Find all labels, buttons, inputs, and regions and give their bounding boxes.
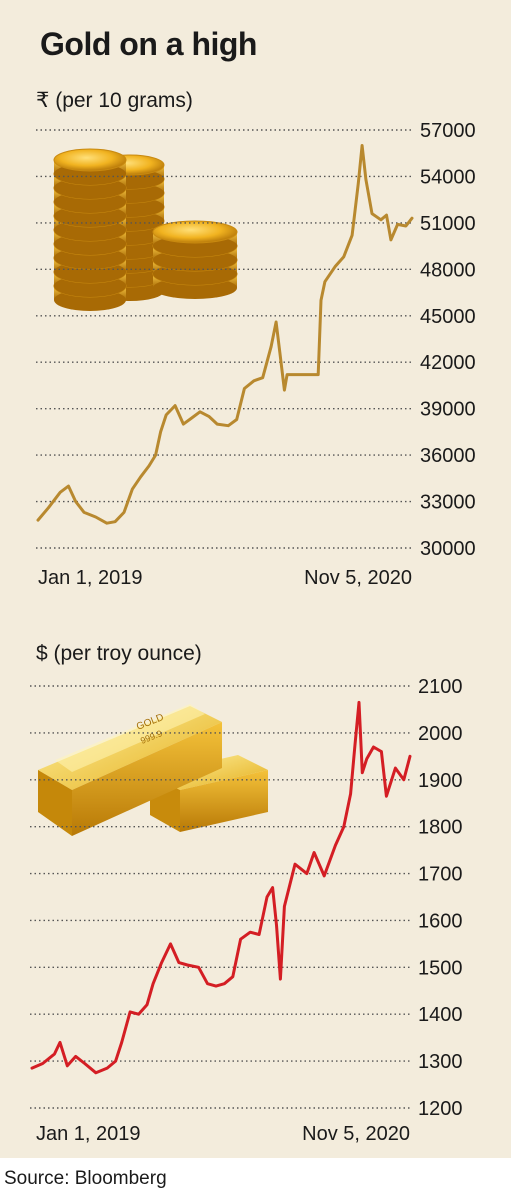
- y-tick-label: 1800: [418, 817, 463, 839]
- y-tick-label: 42000: [420, 352, 476, 374]
- price-line: [36, 144, 414, 525]
- y-tick-label: 1700: [418, 864, 463, 886]
- x-label-start: Jan 1, 2019: [38, 567, 143, 589]
- y-tick-label: 2100: [418, 676, 463, 698]
- y-tick-label: 36000: [420, 445, 476, 467]
- gold-coin-stack-icon: [53, 148, 238, 311]
- y-tick-label: 1400: [418, 1004, 463, 1026]
- y-tick-label: 30000: [420, 538, 476, 560]
- y-tick-label: 51000: [420, 213, 476, 235]
- x-label-start: Jan 1, 2019: [36, 1123, 141, 1145]
- y-tick-label: 1500: [418, 957, 463, 979]
- y-tick-label: 54000: [420, 166, 476, 188]
- y-tick-label: 1900: [418, 770, 463, 792]
- y-tick-label: 33000: [420, 492, 476, 514]
- y-tick-label: 39000: [420, 399, 476, 421]
- x-label-end: Nov 5, 2020: [302, 1123, 410, 1145]
- y-tick-label: 1200: [418, 1098, 463, 1120]
- gold-bar-icon: GOLD 999.9: [38, 704, 268, 836]
- inr-gold-chart: 30000 33000 36000 39000 42000 45000 48000 51000…: [36, 120, 476, 589]
- y-tick-label: 1600: [418, 910, 463, 932]
- y-tick-label: 1300: [418, 1051, 463, 1073]
- source-note: Source: Bloomberg: [0, 1158, 511, 1200]
- chart-title: Gold on a high: [40, 26, 257, 62]
- inr-unit-label: ₹ (per 10 grams): [36, 89, 193, 112]
- x-label-end: Nov 5, 2020: [304, 567, 412, 589]
- y-tick-label: 57000: [420, 120, 476, 142]
- price-line: [30, 700, 412, 1075]
- y-tick-label: 45000: [420, 306, 476, 328]
- y-tick-label: 2000: [418, 723, 463, 745]
- usd-gold-chart: GOLD 999.9 1200 1300 1400 1500 1600 1700 1800 1…: [30, 676, 463, 1145]
- usd-unit-label: $ (per troy ounce): [36, 642, 202, 665]
- y-tick-label: 48000: [420, 259, 476, 281]
